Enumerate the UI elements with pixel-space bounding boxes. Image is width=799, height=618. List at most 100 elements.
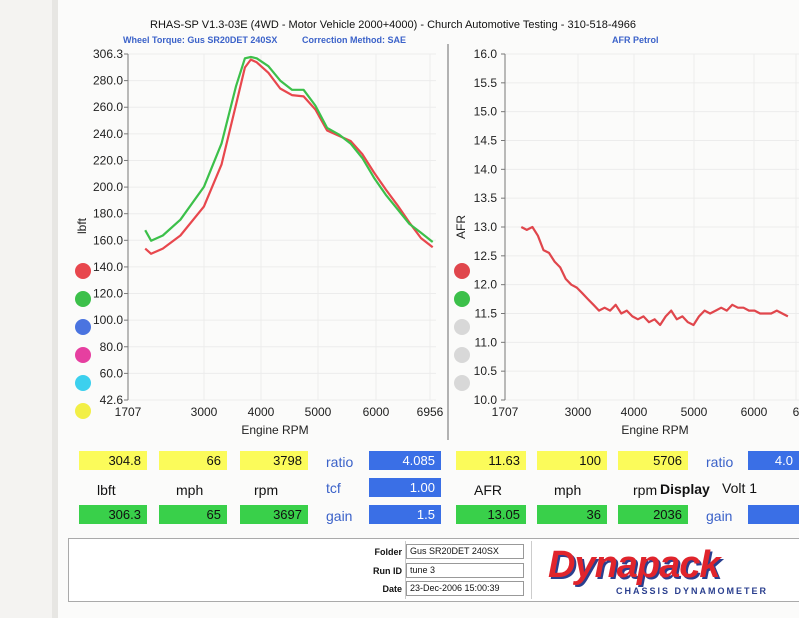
x-tick-label: 4000 bbox=[621, 405, 648, 419]
date-value: 23-Dec-2006 15:00:39 bbox=[406, 581, 524, 596]
legend-dot[interactable] bbox=[454, 263, 470, 279]
legend-dot[interactable] bbox=[75, 263, 91, 279]
x-tick-label: 4000 bbox=[248, 405, 275, 419]
y-tick-label: 260.0 bbox=[93, 100, 123, 114]
right-row3-value-1: 13.05 bbox=[456, 505, 526, 524]
y-tick-label: 12.0 bbox=[474, 278, 498, 292]
left-row1-value-3: 3798 bbox=[240, 451, 308, 470]
right-row1-value-2: 100 bbox=[537, 451, 607, 470]
torque-subtitle: Wheel Torque: Gus SR20DET 240SX bbox=[123, 35, 278, 45]
left-row3-value-1: 306.3 bbox=[79, 505, 147, 524]
y-tick-label: 100.0 bbox=[93, 313, 123, 327]
x-tick-label: 6 bbox=[793, 405, 799, 419]
legend-dot[interactable] bbox=[75, 347, 91, 363]
series-line-1 bbox=[144, 58, 434, 255]
run-id-label: Run ID bbox=[373, 566, 402, 576]
left-unit-3: rpm bbox=[254, 482, 279, 498]
y-tick-label: 15.5 bbox=[474, 76, 498, 90]
right-row1-value-3: 5706 bbox=[618, 451, 688, 470]
right-ratio-value: 4.0 bbox=[748, 451, 799, 470]
y-tick-label: 280.0 bbox=[93, 74, 123, 88]
x-tick-label: 6000 bbox=[741, 405, 768, 419]
y-tick-label: 240.0 bbox=[93, 127, 123, 141]
x-axis-label: Engine RPM bbox=[241, 423, 308, 437]
legend-dot[interactable] bbox=[75, 403, 91, 419]
series-line-1 bbox=[520, 225, 789, 327]
y-tick-label: 200.0 bbox=[93, 180, 123, 194]
y-tick-label: 10.5 bbox=[474, 364, 498, 378]
series-line-2 bbox=[144, 55, 434, 243]
paper-edge bbox=[52, 0, 58, 618]
left-row3-value-2: 65 bbox=[159, 505, 227, 524]
y-tick-label: 306.3 bbox=[93, 47, 123, 61]
y-tick-label: 16.0 bbox=[474, 47, 498, 61]
display-label: Display bbox=[660, 481, 710, 497]
x-axis-label: Engine RPM bbox=[621, 423, 688, 437]
y-tick-label: 80.0 bbox=[100, 340, 124, 354]
right-ratio-label: ratio bbox=[706, 454, 734, 470]
x-tick-label: 5000 bbox=[681, 405, 708, 419]
left-unit-2: mph bbox=[176, 482, 204, 498]
run-info-grid bbox=[405, 541, 532, 599]
x-tick-label: 1707 bbox=[492, 405, 519, 419]
run-id-value: tune 3 bbox=[406, 563, 524, 578]
right-gain-label: gain bbox=[706, 508, 733, 524]
left-ratio-label: ratio bbox=[326, 454, 354, 470]
y-tick-label: 180.0 bbox=[93, 207, 123, 221]
legend-dot[interactable] bbox=[454, 347, 470, 363]
right-unit-2: mph bbox=[554, 482, 582, 498]
x-tick-label: 6000 bbox=[363, 405, 390, 419]
correction-method: Correction Method: SAE bbox=[302, 35, 407, 45]
y-tick-label: 160.0 bbox=[93, 233, 123, 247]
display-value[interactable]: Volt 1 bbox=[722, 480, 758, 496]
date-label: Date bbox=[382, 584, 402, 594]
left-gain-value: 1.5 bbox=[369, 505, 441, 524]
report-title: RHAS-SP V1.3-03E (4WD - Motor Vehicle 20… bbox=[150, 19, 636, 31]
left-unit-1: lbft bbox=[97, 482, 116, 498]
right-row3-value-3: 2036 bbox=[618, 505, 688, 524]
dynapack-logo: Dynapack bbox=[548, 544, 721, 586]
y-tick-label: 60.0 bbox=[100, 366, 124, 380]
legend-dot[interactable] bbox=[454, 319, 470, 335]
right-row1-value-1: 11.63 bbox=[456, 451, 526, 470]
left-row1-value-2: 66 bbox=[159, 451, 227, 470]
legend-dot[interactable] bbox=[75, 319, 91, 335]
torque-chart: 306.3 280.0 260.0 240.0 220.0 200.0 180.0 160.0… bbox=[75, 47, 444, 437]
y-tick-label: 11.5 bbox=[475, 307, 498, 321]
y-tick-label: 12.5 bbox=[474, 249, 498, 263]
y-tick-label: 220.0 bbox=[93, 153, 123, 167]
y-tick-label: 14.5 bbox=[474, 134, 498, 148]
legend-dot[interactable] bbox=[454, 291, 470, 307]
afr-subtitle: AFR Petrol bbox=[612, 35, 659, 45]
legend-dot[interactable] bbox=[75, 375, 91, 391]
x-tick-label: 3000 bbox=[565, 405, 592, 419]
right-row3-value-2: 36 bbox=[537, 505, 607, 524]
y-tick-label: 120.0 bbox=[93, 287, 123, 301]
y-tick-label: 15.0 bbox=[474, 105, 498, 119]
folder-value: Gus SR20DET 240SX bbox=[406, 544, 524, 559]
y-axis-label: AFR bbox=[454, 215, 468, 239]
x-tick-label: 3000 bbox=[191, 405, 218, 419]
y-tick-label: 13.5 bbox=[474, 191, 498, 205]
y-tick-label: 42.6 bbox=[100, 393, 124, 407]
folder-label: Folder bbox=[374, 547, 402, 557]
x-tick-label: 5000 bbox=[305, 405, 332, 419]
left-row1-value-1: 304.8 bbox=[79, 451, 147, 470]
y-tick-label: 140.0 bbox=[93, 260, 123, 274]
right-unit-1: AFR bbox=[474, 482, 502, 498]
left-tcf-value: 1.00 bbox=[369, 478, 441, 497]
y-tick-label: 11.0 bbox=[475, 335, 498, 349]
y-tick-label: 14.0 bbox=[474, 162, 498, 176]
legend-dot[interactable] bbox=[75, 291, 91, 307]
legend-dot[interactable] bbox=[454, 375, 470, 391]
x-tick-label: 1707 bbox=[115, 405, 142, 419]
y-axis-label: lbft bbox=[75, 217, 89, 234]
left-tcf-label: tcf bbox=[326, 480, 341, 496]
left-gain-label: gain bbox=[326, 508, 353, 524]
left-row3-value-3: 3697 bbox=[240, 505, 308, 524]
right-unit-3: rpm bbox=[633, 482, 658, 498]
dynapack-logo-subtitle: CHASSIS DYNAMOMETER bbox=[616, 586, 769, 596]
afr-chart: 16.0 15.5 15.0 14.5 14.0 13.5 13.0 12.5 12.0 11.5… bbox=[454, 47, 799, 437]
right-gain-value bbox=[748, 505, 799, 524]
